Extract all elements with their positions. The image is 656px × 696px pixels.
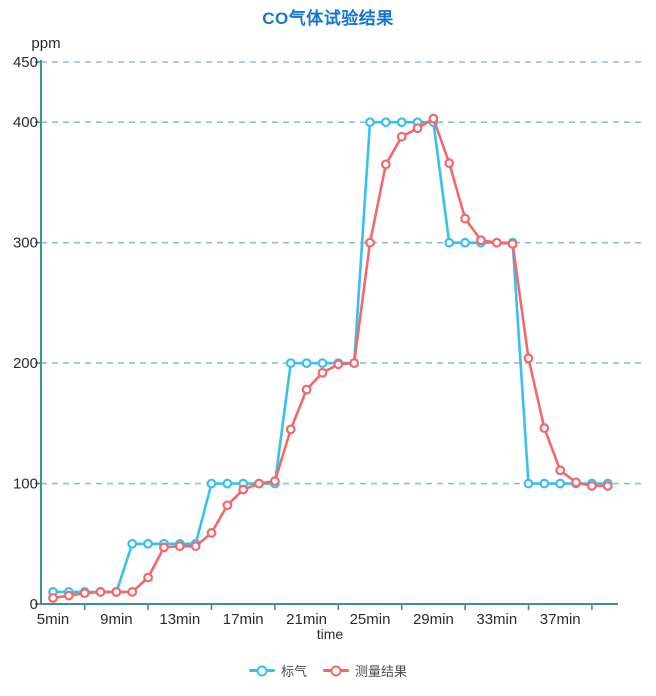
data-point-1-9min[interactable] xyxy=(111,587,122,597)
data-point-0-21min[interactable] xyxy=(301,358,312,369)
data-point-1-39min[interactable] xyxy=(587,481,597,491)
x-tick-label: 5min xyxy=(37,611,70,628)
data-point-0-37min[interactable] xyxy=(555,478,566,489)
data-point-1-7min[interactable] xyxy=(79,588,90,599)
x-tick-label: 29min xyxy=(413,611,454,628)
y-tick-label: 200 xyxy=(13,355,38,372)
x-axis-name: time xyxy=(316,626,344,642)
data-point-1-32min[interactable] xyxy=(476,235,486,246)
data-point-1-14min[interactable] xyxy=(190,541,201,552)
data-point-0-31min[interactable] xyxy=(460,237,471,248)
data-point-1-5min[interactable] xyxy=(48,593,58,603)
data-point-1-20min[interactable] xyxy=(285,424,296,435)
y-tick-label: 300 xyxy=(13,235,38,252)
legend-label-standard-gas: 标气 xyxy=(280,664,307,679)
legend: 标气 测量结果 xyxy=(0,661,656,680)
data-point-1-16min[interactable] xyxy=(222,500,233,511)
data-point-0-25min[interactable] xyxy=(365,117,375,128)
data-point-1-28min[interactable] xyxy=(412,123,423,134)
data-point-0-27min[interactable] xyxy=(396,117,407,128)
data-point-0-11min[interactable] xyxy=(143,538,154,549)
y-tick-label: 400 xyxy=(13,114,38,131)
x-tick-label: 37min xyxy=(540,611,581,628)
data-point-1-18min[interactable] xyxy=(254,478,264,489)
data-point-0-30min[interactable] xyxy=(444,237,455,248)
data-point-1-36min[interactable] xyxy=(539,423,550,434)
data-point-1-31min[interactable] xyxy=(460,213,471,224)
data-point-0-26min[interactable] xyxy=(380,117,391,128)
data-point-1-27min[interactable] xyxy=(396,131,407,142)
data-point-0-22min[interactable] xyxy=(317,358,328,369)
data-point-1-19min[interactable] xyxy=(270,476,280,487)
data-point-1-15min[interactable] xyxy=(206,528,217,538)
data-point-1-38min[interactable] xyxy=(571,477,581,488)
data-point-1-29min[interactable] xyxy=(428,113,439,124)
x-tick-label: 33min xyxy=(476,611,517,628)
data-point-1-22min[interactable] xyxy=(317,367,328,378)
x-tick-label: 9min xyxy=(100,611,133,628)
legend-item-standard-gas[interactable]: 标气 xyxy=(248,661,307,680)
legend-line-circle-icon xyxy=(323,665,349,676)
data-point-1-37min[interactable] xyxy=(555,465,566,476)
x-tick-label: 17min xyxy=(223,611,264,628)
data-point-0-36min[interactable] xyxy=(539,478,550,489)
y-axis-name: ppm xyxy=(31,35,61,52)
x-tick-label: 21min xyxy=(286,611,327,628)
legend-line-circle-icon xyxy=(248,665,275,676)
data-point-0-15min[interactable] xyxy=(206,478,217,489)
data-point-1-23min[interactable] xyxy=(333,359,344,370)
legend-label-measured-result: 测量结果 xyxy=(355,664,408,679)
chart-title: CO气体试验结果 xyxy=(262,9,394,28)
data-point-1-21min[interactable] xyxy=(301,384,312,395)
x-tick-label: 13min xyxy=(159,611,200,628)
data-point-0-10min[interactable] xyxy=(127,538,138,549)
data-point-1-30min[interactable] xyxy=(444,158,455,169)
data-point-1-25min[interactable] xyxy=(365,237,375,248)
y-tick-label: 450 xyxy=(13,54,38,71)
data-point-1-11min[interactable] xyxy=(143,572,154,583)
data-point-0-16min[interactable] xyxy=(222,478,233,489)
data-point-1-8min[interactable] xyxy=(95,587,106,597)
data-point-0-20min[interactable] xyxy=(285,358,296,369)
data-point-1-40min[interactable] xyxy=(602,481,613,491)
x-tick-label: 25min xyxy=(350,611,391,628)
data-point-1-33min[interactable] xyxy=(491,237,502,248)
data-point-1-17min[interactable] xyxy=(238,484,249,495)
data-point-1-12min[interactable] xyxy=(159,542,169,553)
legend-item-measured-result[interactable]: 测量结果 xyxy=(323,661,407,680)
data-point-1-13min[interactable] xyxy=(174,541,185,552)
data-point-1-24min[interactable] xyxy=(349,358,360,369)
y-tick-label: 100 xyxy=(13,476,38,493)
data-point-1-10min[interactable] xyxy=(127,587,138,597)
data-point-1-6min[interactable] xyxy=(63,590,74,601)
data-point-1-35min[interactable] xyxy=(523,353,534,364)
plot-area: 0 100 200 300 400 450 5min 9min 13min 17min 21min 2… xyxy=(13,54,642,628)
data-point-0-35min[interactable] xyxy=(523,478,534,489)
y-tick-label: 0 xyxy=(30,596,38,613)
data-point-1-34min[interactable] xyxy=(507,238,518,249)
data-point-1-26min[interactable] xyxy=(380,159,391,170)
